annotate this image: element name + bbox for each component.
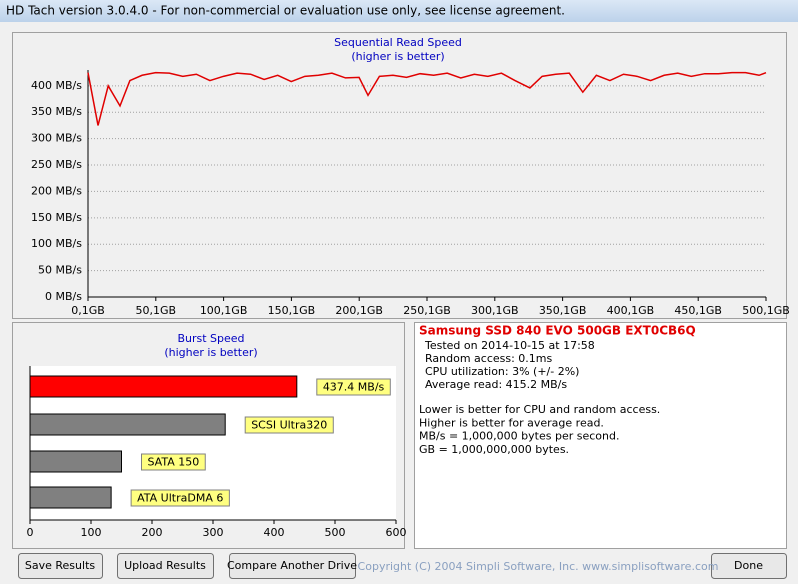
y-tick-label: 0 MB/s	[45, 290, 82, 303]
note-line: MB/s = 1,000,000 bytes per second.	[419, 430, 619, 443]
y-tick-label: 200 MB/s	[31, 184, 82, 197]
buttons: Save Results Upload Results Compare Anothe…	[18, 553, 787, 579]
read-chart: Sequential Read Speed(higher is better) 0…	[31, 36, 790, 317]
y-tick-label: 300 MB/s	[31, 132, 82, 145]
button[interactable]: Compare Another Drive	[227, 553, 357, 579]
x-tick-label: 450,1GB	[674, 304, 722, 317]
button-label[interactable]: Save Results	[25, 559, 95, 572]
x-tick-label: 350,1GB	[539, 304, 587, 317]
x-tick-label: 100,1GB	[200, 304, 248, 317]
x-tick-label: 50,1GB	[136, 304, 177, 317]
x-tick-label: 400	[264, 526, 285, 539]
bar	[29, 375, 298, 398]
detail-line: Tested on 2014-10-15 at 17:58	[424, 339, 595, 352]
x-tick-label: 0,1GB	[71, 304, 105, 317]
button[interactable]: Save Results	[18, 553, 103, 579]
detail-line: CPU utilization: 3% (+/- 2%)	[425, 365, 579, 378]
button[interactable]: Done	[711, 553, 787, 579]
bar-label: SATA 150	[148, 456, 200, 469]
x-tick-label: 150,1GB	[268, 304, 316, 317]
button-label[interactable]: Upload Results	[124, 559, 206, 572]
button-label[interactable]: Compare Another Drive	[227, 559, 357, 572]
y-tick-label: 50 MB/s	[38, 264, 82, 277]
detail-line: Average read: 415.2 MB/s	[425, 378, 567, 391]
x-tick-label: 500	[325, 526, 346, 539]
x-tick-label: 100	[81, 526, 102, 539]
chart-subtitle: (higher is better)	[164, 346, 257, 359]
bar-label-box	[316, 378, 391, 396]
bar-label: SCSI Ultra320	[251, 419, 327, 432]
bar-label-box	[141, 453, 206, 471]
chart-title: Sequential Read Speed	[334, 36, 462, 49]
bar	[29, 413, 226, 436]
bar	[29, 450, 122, 473]
read-line	[87, 71, 767, 126]
title-bar	[0, 0, 798, 22]
y-tick-label: 400 MB/s	[31, 79, 82, 92]
detail-line: Random access: 0.1ms	[425, 352, 553, 365]
note-line: Lower is better for CPU and random acces…	[419, 403, 660, 416]
bar-label: ATA UltraDMA 6	[137, 492, 223, 505]
y-tick-label: 150 MB/s	[31, 211, 82, 224]
x-tick-label: 300,1GB	[471, 304, 519, 317]
x-tick-label: 300	[203, 526, 224, 539]
bar-label-box	[244, 416, 334, 434]
button[interactable]: Upload Results	[117, 553, 214, 579]
bar	[29, 486, 112, 509]
bar-label-box	[130, 489, 230, 507]
button-face[interactable]	[229, 553, 356, 579]
chart-title: Burst Speed	[177, 332, 244, 345]
note-line: Higher is better for average read.	[419, 416, 604, 429]
button-label[interactable]: Done	[734, 559, 763, 572]
button-face[interactable]	[18, 553, 103, 579]
y-tick-label: 250 MB/s	[31, 158, 82, 171]
x-tick-label: 200,1GB	[335, 304, 383, 317]
info-panel	[414, 322, 787, 549]
x-tick-label: 500,1GB	[742, 304, 790, 317]
read-panel	[12, 32, 787, 319]
drive-name: Samsung SSD 840 EVO 500GB EXT0CB6Q	[419, 324, 696, 338]
y-tick-label: 100 MB/s	[31, 237, 82, 250]
note-line: GB = 1,000,000,000 bytes.	[419, 443, 569, 456]
bar-label: 437.4 MB/s	[323, 381, 385, 394]
x-tick-label: 600	[386, 526, 407, 539]
x-tick-label: 0	[27, 526, 34, 539]
x-tick-label: 250,1GB	[403, 304, 451, 317]
x-tick-label: 400,1GB	[607, 304, 655, 317]
button-face[interactable]	[711, 553, 787, 579]
burst-chart: Burst Speed(higher is better) 0 100 200 300 4…	[27, 332, 407, 539]
chart-subtitle: (higher is better)	[351, 50, 444, 63]
button-face[interactable]	[117, 553, 214, 579]
y-tick-label: 350 MB/s	[31, 105, 82, 118]
x-tick-label: 200	[142, 526, 163, 539]
copyright: Copyright (C) 2004 Simpli Software, Inc.…	[358, 560, 719, 573]
window-title: HD Tach version 3.0.4.0 - For non-commer…	[6, 4, 565, 18]
